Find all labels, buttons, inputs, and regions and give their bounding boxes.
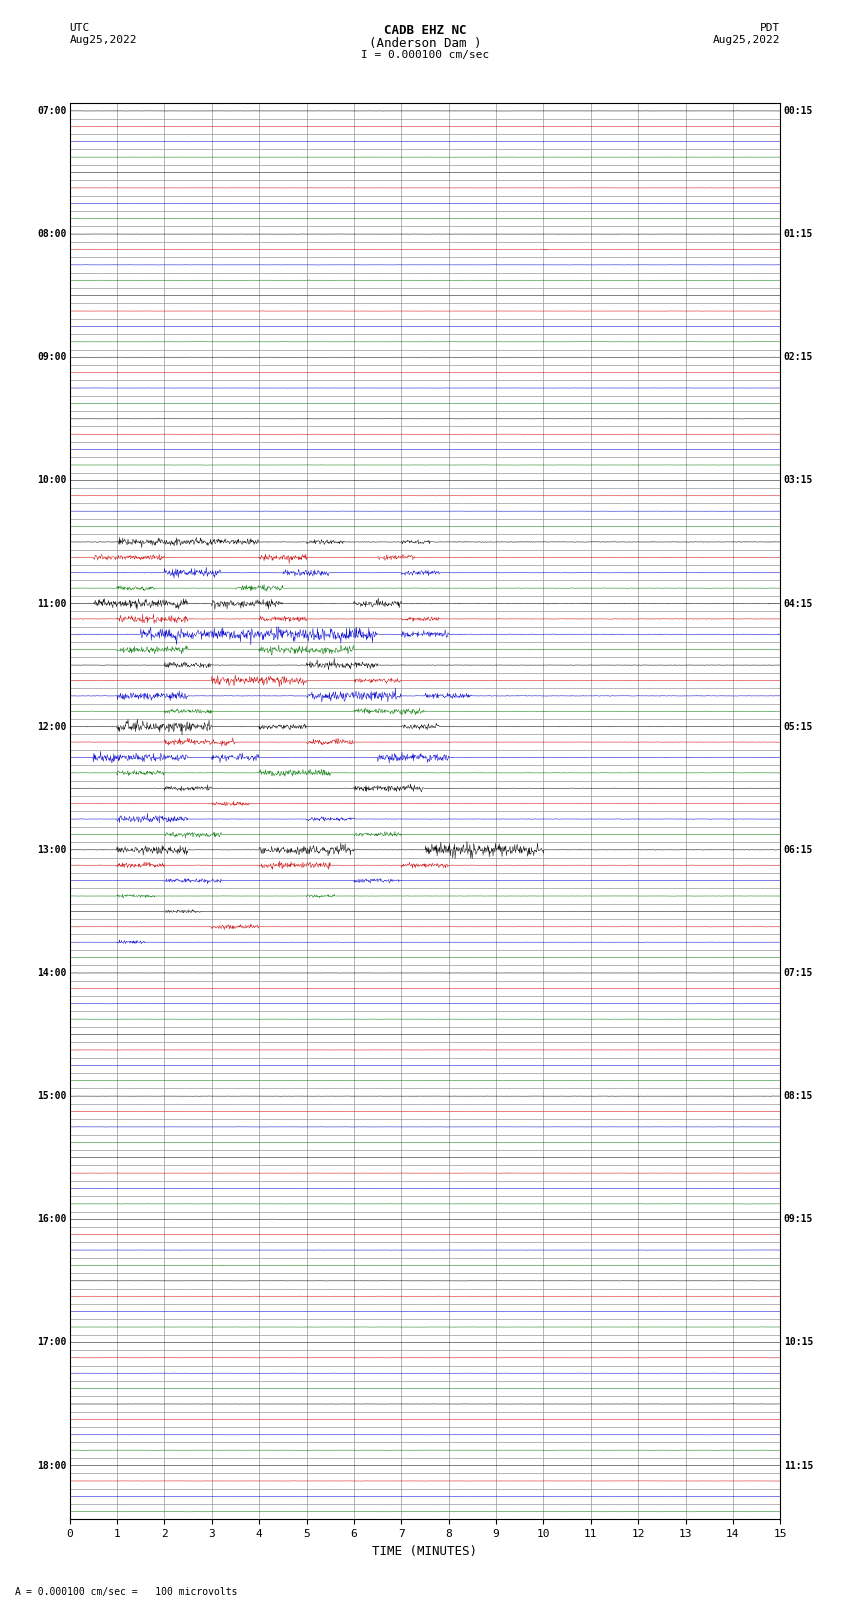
Text: 13:00: 13:00 — [37, 845, 66, 855]
Text: 01:15: 01:15 — [784, 229, 813, 239]
Text: 06:15: 06:15 — [784, 845, 813, 855]
Text: 00:15: 00:15 — [784, 106, 813, 116]
Text: 03:15: 03:15 — [784, 476, 813, 486]
Text: 07:00: 07:00 — [37, 106, 66, 116]
Text: CADB EHZ NC: CADB EHZ NC — [383, 24, 467, 37]
Text: (Anderson Dam ): (Anderson Dam ) — [369, 37, 481, 50]
Text: Aug25,2022: Aug25,2022 — [713, 35, 780, 45]
Text: I = 0.000100 cm/sec: I = 0.000100 cm/sec — [361, 50, 489, 60]
Text: A: A — [15, 1587, 21, 1597]
Text: 05:15: 05:15 — [784, 721, 813, 732]
Text: 08:00: 08:00 — [37, 229, 66, 239]
Text: 11:15: 11:15 — [784, 1460, 813, 1471]
X-axis label: TIME (MINUTES): TIME (MINUTES) — [372, 1545, 478, 1558]
Text: 07:15: 07:15 — [784, 968, 813, 977]
Text: Aug25,2022: Aug25,2022 — [70, 35, 137, 45]
Text: 09:15: 09:15 — [784, 1215, 813, 1224]
Text: 09:00: 09:00 — [37, 352, 66, 363]
Text: PDT: PDT — [760, 23, 780, 32]
Text: 15:00: 15:00 — [37, 1090, 66, 1102]
Text: 16:00: 16:00 — [37, 1215, 66, 1224]
Text: UTC: UTC — [70, 23, 90, 32]
Text: 12:00: 12:00 — [37, 721, 66, 732]
Text: 10:00: 10:00 — [37, 476, 66, 486]
Text: 02:15: 02:15 — [784, 352, 813, 363]
Text: 10:15: 10:15 — [784, 1337, 813, 1347]
Text: = 0.000100 cm/sec =   100 microvolts: = 0.000100 cm/sec = 100 microvolts — [26, 1587, 237, 1597]
Text: 11:00: 11:00 — [37, 598, 66, 608]
Text: 14:00: 14:00 — [37, 968, 66, 977]
Text: 08:15: 08:15 — [784, 1090, 813, 1102]
Text: 04:15: 04:15 — [784, 598, 813, 608]
Text: 18:00: 18:00 — [37, 1460, 66, 1471]
Text: 17:00: 17:00 — [37, 1337, 66, 1347]
